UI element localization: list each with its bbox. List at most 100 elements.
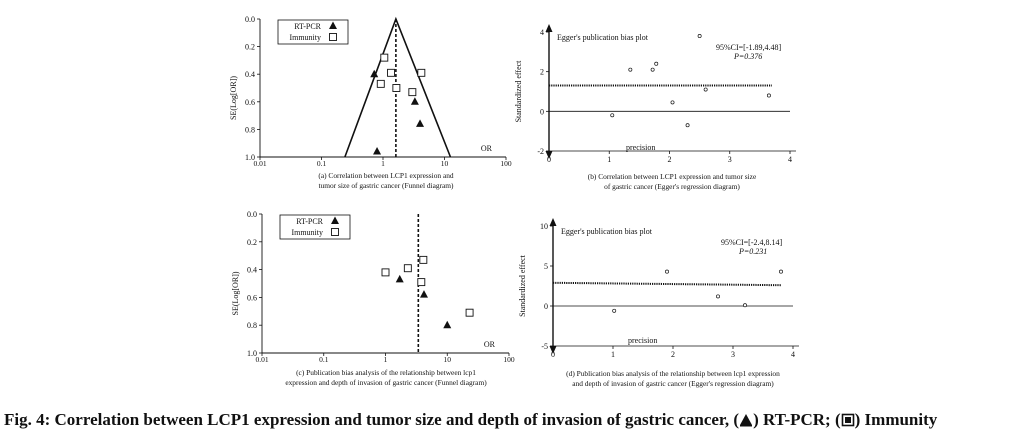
panel-b-x-tick-label: 2: [668, 155, 672, 164]
panel-d-title: Egger's publication bias plot: [561, 227, 653, 236]
panel-c-x-axis-label: OR: [484, 340, 496, 349]
panel-d-y-tick-label: 5: [544, 262, 548, 271]
panel-a-rt-pcr-point: [373, 146, 382, 155]
panel-a-y-tick-label: 0.4: [245, 70, 255, 79]
panel-b-data-point: [628, 67, 633, 72]
panel-a-x-tick-label: 0.1: [317, 159, 327, 168]
panel-a-x-tick-label: 10: [441, 159, 449, 168]
panel-a-x-tick-label: 0.01: [253, 159, 266, 168]
panel-d-x-tick-label: 1: [611, 350, 615, 359]
panel-a-immunity-point: [392, 84, 401, 92]
caption-mid: ) RT-PCR; (: [753, 410, 841, 429]
panel-a-y-tick-label: 0.8: [245, 125, 255, 134]
panel-b-x-tick-label: 0: [547, 155, 551, 164]
panel-a-immunity-point: [408, 88, 417, 97]
caption-suffix: ) Immunity: [854, 410, 938, 429]
panel-c-y-tick-label: 1.0: [247, 349, 257, 358]
panel-c-legend-label: RT-PCR: [296, 217, 323, 226]
panel-b-data-point: [610, 113, 615, 118]
panel-b-x-tick-label: 3: [728, 155, 732, 164]
panel-d-caption-line: (d) Publication bias analysis of the rel…: [566, 369, 780, 378]
panel-a-x-axis-label: OR: [481, 144, 493, 153]
panel-a-funnel: 0.0 0.2 0.4 0.6 0.8 1.00.01 0.1 1 10 100 OR SE(Log[…: [229, 15, 512, 190]
panel-b-data-point: [703, 87, 708, 92]
panel-a-y-tick-label: 1.0: [245, 153, 255, 162]
panel-d-ci-annotation: 95%CI=[-2.4,8.14]: [721, 238, 783, 247]
panel-b-title: Egger's publication bias plot: [557, 33, 649, 42]
panel-a-immunity-point: [387, 68, 395, 77]
panel-c-rt-pcr-point: [443, 320, 452, 329]
panel-c-x-tick-label: 1: [384, 355, 388, 364]
panel-b-data-point: [650, 67, 655, 72]
panel-c-immunity-point: [419, 255, 428, 264]
panel-c-x-tick-label: 10: [444, 355, 452, 364]
panel-d-regression-line: [552, 281, 782, 287]
panel-c-immunity-point: [465, 308, 474, 317]
panel-a-immunity-point: [417, 68, 426, 77]
panel-c-immunity-point: [403, 264, 412, 273]
panel-b-y-arrow-down-icon: [545, 151, 553, 159]
panel-a-x-tick-label: 100: [500, 159, 512, 168]
panel-a-rt-pcr-point: [370, 69, 379, 78]
panel-b-ci-annotation: 95%CI=[-1.89,4.48]: [716, 43, 782, 52]
panel-b-p-annotation: P=0.376: [733, 52, 762, 61]
panel-a-caption-line: (a) Correlation between LCP1 expression …: [318, 171, 454, 180]
panel-d-x-tick-label: 0: [551, 350, 555, 359]
panel-a-rt-pcr-point: [410, 97, 419, 105]
panel-d-y-tick-label: 10: [540, 222, 548, 231]
panel-a-legend-square-icon: [329, 33, 337, 41]
caption-prefix: Fig. 4: Correlation between LCP1 express…: [4, 410, 740, 429]
panel-d-caption-line: and depth of invasion of gastric cancer …: [572, 379, 774, 388]
panel-c-immunity-point: [417, 278, 426, 287]
panel-d-y-axis-label: Standardized effect: [518, 254, 527, 317]
caption-square-icon: [841, 412, 855, 432]
panel-c-y-tick-label: 0.0: [247, 210, 257, 219]
panel-b-caption-line: of gastric cancer (Egger's regression di…: [604, 182, 740, 191]
panel-d-y-arrow-down-icon: [549, 346, 557, 354]
panel-b-x-tick-label: 4: [788, 155, 792, 164]
panel-c-rt-pcr-point: [419, 290, 428, 298]
panel-b-data-point: [670, 100, 675, 105]
panel-a-y-axis-label: SE(Log[OR]): [229, 76, 238, 120]
panel-d-data-point: [716, 294, 720, 299]
panel-b-y-tick-label: 2: [540, 68, 544, 77]
panel-a-immunity-point: [380, 53, 389, 62]
panel-c-x-tick-label: 0.01: [255, 355, 268, 364]
panel-a-caption-line: tumor size of gastric cancer (Funnel dia…: [318, 181, 454, 190]
panel-d-data-point: [743, 303, 747, 308]
panel-a-y-tick-label: 0.6: [245, 98, 255, 107]
panel-b-caption-line: (b) Correlation between LCP1 expression …: [588, 172, 757, 181]
panel-b-data-point: [685, 123, 690, 128]
panel-b-y-axis-label: Standardized effect: [514, 60, 523, 123]
panel-a-y-tick-label: 0.2: [245, 43, 255, 52]
panel-b-y-tick-label: -2: [537, 147, 544, 156]
panel-d-y-tick-label: 0: [544, 302, 548, 311]
panel-d-data-point: [665, 269, 669, 274]
panel-c-legend-square-icon: [331, 228, 339, 236]
panel-b-data-point: [654, 61, 659, 66]
panel-c-y-axis-label: SE(Log[OR]): [231, 271, 240, 315]
panel-c-caption-line: (c) Publication bias analysis of the rel…: [296, 368, 476, 377]
panel-b-x-axis-label: precision: [626, 143, 655, 152]
panel-d-data-point: [612, 308, 617, 313]
panel-b-y-arrow-up-icon: [545, 24, 553, 32]
panel-b-y-tick-label: 4: [540, 28, 544, 37]
figure-caption: Fig. 4: Correlation between LCP1 express…: [4, 410, 1034, 432]
panel-b-data-point: [697, 34, 702, 38]
panel-c-immunity-point: [381, 268, 390, 277]
panel-c-funnel: 0.0 0.2 0.4 0.6 0.8 1.00.01 0.1 1 10 100 OR SE(Log[…: [231, 210, 515, 387]
panel-b-y-tick-label: 0: [540, 107, 544, 116]
panel-a-legend-label: Immunity: [289, 33, 321, 42]
panel-a-legend-triangle-icon: [329, 21, 337, 29]
panel-b-x-tick-label: 1: [607, 155, 611, 164]
panel-d-x-tick-label: 2: [671, 350, 675, 359]
panel-c-x-tick-label: 100: [503, 355, 515, 364]
panel-c-caption-line: expression and depth of invasion of gast…: [285, 378, 487, 387]
panel-d-x-tick-label: 3: [731, 350, 735, 359]
panel-d-data-point: [779, 269, 783, 274]
panel-b-data-point: [766, 93, 771, 98]
panel-a-y-tick-label: 0.0: [245, 15, 255, 24]
panel-d-x-axis-label: precision: [628, 336, 657, 345]
